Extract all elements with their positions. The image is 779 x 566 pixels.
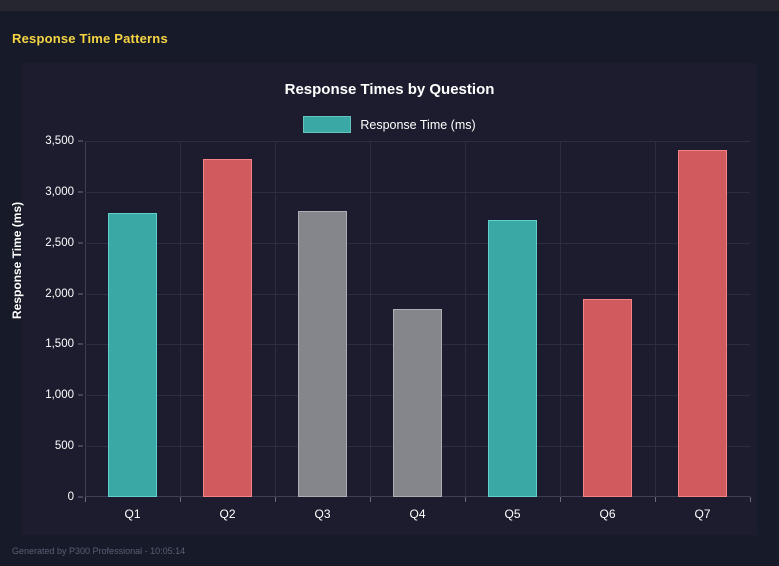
y-tick-label: 3,500 [45, 135, 74, 147]
y-tick-label: 1,500 [45, 338, 74, 351]
gridline-horizontal [85, 242, 750, 244]
y-tick-mark [78, 496, 83, 498]
chart-title: Response Times by Question [284, 81, 495, 98]
gridline-vertical [560, 141, 561, 497]
gridline-vertical [180, 141, 181, 497]
legend-label-response-time: Response Time (ms) [360, 117, 476, 132]
bar-q2[interactable] [202, 158, 253, 497]
bar-q7[interactable] [677, 150, 728, 497]
gridline-horizontal [85, 191, 750, 193]
chart-panel: Response Times by Question Response Time… [10, 63, 757, 535]
gridline-horizontal [85, 141, 750, 142]
y-tick-label: 500 [54, 440, 74, 453]
chart-legend: Response Time (ms) [22, 116, 757, 133]
gridline-vertical [465, 141, 466, 497]
plot-area [85, 141, 750, 497]
y-tick-label: 3,000 [45, 185, 74, 198]
x-tick-label-q4: Q4 [409, 507, 426, 521]
x-tick-mark [180, 497, 181, 502]
y-tick-label: 1,000 [45, 389, 74, 402]
y-tick-mark [78, 191, 83, 193]
y-tick-label: 2,500 [45, 236, 74, 249]
y-tick-label: 0 [67, 491, 74, 503]
y-axis-title: Response Time (ms) [10, 201, 24, 319]
x-tick-label-q2: Q2 [219, 507, 236, 521]
title-bar [0, 0, 779, 11]
y-tick-mark [78, 140, 83, 142]
x-tick-mark [750, 497, 751, 502]
gridline-vertical [655, 141, 656, 497]
y-tick-mark [78, 445, 83, 447]
x-tick-label-q7: Q7 [694, 507, 711, 521]
y-axis-labels: 0 500 1,000 1,500 2,000 2,500 3,000 3,500 [22, 135, 82, 503]
y-tick-label: 2,000 [45, 287, 74, 300]
x-tick-mark [560, 497, 561, 502]
legend-swatch-response-time [303, 116, 352, 133]
y-axis-line [85, 141, 86, 497]
y-tick-mark [78, 394, 83, 396]
x-tick-mark [370, 497, 371, 502]
x-tick-label-q6: Q6 [599, 507, 616, 521]
bar-q3[interactable] [297, 211, 348, 497]
y-tick-mark [78, 343, 83, 345]
bar-q1[interactable] [107, 212, 158, 497]
bar-q4[interactable] [392, 309, 443, 497]
gridline-horizontal [85, 293, 750, 295]
bar-q6[interactable] [582, 298, 633, 497]
y-tick-mark [78, 293, 83, 295]
page-title: Response Time Patterns [12, 31, 168, 46]
y-tick-mark [78, 242, 83, 244]
x-tick-mark [85, 497, 86, 502]
x-tick-mark [655, 497, 656, 502]
bar-q5[interactable] [487, 220, 538, 497]
x-tick-label-q3: Q3 [314, 507, 331, 521]
x-tick-mark [275, 497, 276, 502]
gridline-vertical [370, 141, 371, 497]
x-tick-mark [465, 497, 466, 502]
gridline-vertical [275, 141, 276, 497]
x-tick-label-q5: Q5 [504, 507, 521, 521]
x-tick-label-q1: Q1 [124, 507, 141, 521]
footer-text: Generated by P300 Professional - 10:05:1… [12, 546, 186, 556]
